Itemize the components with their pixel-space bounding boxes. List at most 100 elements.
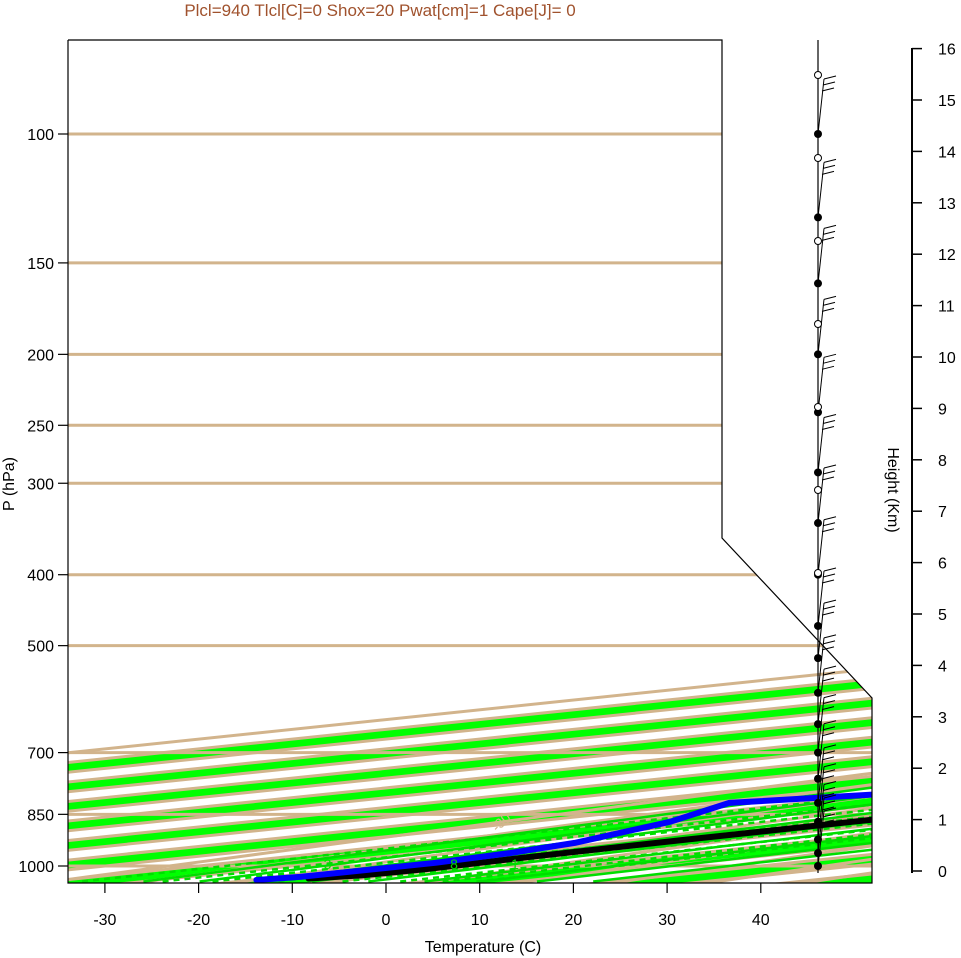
wind-barb-flag bbox=[821, 170, 835, 175]
height-tick-label: 10 bbox=[938, 350, 956, 367]
height-tick-label: 2 bbox=[938, 761, 947, 778]
height-tick-label: 15 bbox=[938, 93, 956, 110]
dry-adiabat-line bbox=[369, 99, 872, 883]
wind-barb bbox=[817, 665, 837, 725]
wind-barb-staff bbox=[817, 723, 825, 779]
wind-barb bbox=[817, 763, 837, 822]
isotherm-line bbox=[68, 99, 872, 883]
moist-adiabat-line bbox=[255, 353, 872, 883]
wind-barb-flag bbox=[821, 706, 835, 711]
y-tick-label: 850 bbox=[27, 807, 54, 824]
height-tick-label: 0 bbox=[938, 864, 947, 881]
isotherm-line bbox=[68, 99, 872, 883]
wind-barb-flag bbox=[821, 365, 835, 370]
wind-barb bbox=[817, 158, 837, 218]
y-tick-label: 700 bbox=[27, 746, 54, 763]
wind-barb-flag bbox=[822, 470, 836, 475]
wind-barb bbox=[817, 75, 837, 135]
y-tick-label: 150 bbox=[27, 256, 54, 273]
wind-barb-flag bbox=[821, 87, 835, 92]
dry-adiabat-line bbox=[68, 99, 872, 883]
dewpoint-profile-line bbox=[253, 131, 872, 883]
x-tick-label: 10 bbox=[471, 912, 489, 929]
wind-barb-flag bbox=[823, 720, 837, 725]
wind-barb bbox=[817, 720, 837, 779]
height-tick-label: 11 bbox=[938, 299, 955, 316]
wind-level-open-dot bbox=[814, 237, 822, 245]
dry-adiabat-line bbox=[81, 99, 872, 883]
wind-barb-flag bbox=[822, 750, 836, 755]
wind-barb-flag bbox=[822, 640, 836, 645]
wind-barb-flag bbox=[822, 359, 836, 364]
wind-barb-flag bbox=[823, 413, 837, 418]
height-tick-label: 8 bbox=[938, 453, 947, 470]
wind-barb-flag bbox=[821, 307, 835, 312]
height-tick-label: 5 bbox=[938, 607, 947, 624]
height-tick-label: 1 bbox=[938, 813, 947, 830]
wind-barb bbox=[817, 413, 837, 473]
wind-barb-flag bbox=[823, 567, 837, 572]
wind-barb bbox=[817, 781, 837, 840]
dry-adiabat-line bbox=[273, 99, 872, 883]
wind-barb-staff bbox=[817, 519, 825, 575]
wind-barb-flag bbox=[821, 677, 835, 682]
y-tick-label: 400 bbox=[27, 568, 54, 585]
y-tick-label: 300 bbox=[27, 476, 54, 493]
wind-barb bbox=[817, 516, 837, 575]
wind-barb bbox=[817, 744, 837, 803]
wind-barb-flag bbox=[822, 769, 836, 774]
wind-barb-flag bbox=[822, 419, 836, 424]
x-tick-label: 0 bbox=[382, 912, 391, 929]
wind-barb bbox=[817, 807, 837, 867]
wind-level-open-dot bbox=[814, 569, 822, 577]
height-tick-label: 3 bbox=[938, 710, 947, 727]
wind-barb-staff bbox=[817, 797, 825, 854]
wind-barb bbox=[817, 794, 837, 854]
wind-barb bbox=[817, 694, 837, 753]
wind-barb-flag bbox=[821, 611, 835, 616]
wind-barb-flag bbox=[823, 464, 837, 469]
wind-barb-flag bbox=[822, 726, 836, 731]
wind-barb bbox=[817, 567, 837, 627]
mixing-ratio-label: 1 bbox=[511, 856, 519, 872]
isotherm-line bbox=[68, 99, 872, 883]
x-tick-label: -20 bbox=[187, 912, 210, 929]
wind-barb-staff bbox=[817, 697, 825, 753]
x-tick-label: 30 bbox=[658, 912, 676, 929]
wind-barb-staff bbox=[817, 467, 825, 524]
wind-barb-flag bbox=[823, 75, 837, 80]
wind-barb-flag bbox=[823, 794, 837, 799]
wind-level-open-dot bbox=[814, 320, 822, 328]
wind-barb-flag bbox=[823, 665, 837, 670]
wind-level-open-dot bbox=[814, 71, 822, 79]
wind-barb-flag bbox=[823, 807, 837, 812]
wind-barb-staff bbox=[817, 766, 825, 822]
wind-barb-flag bbox=[821, 793, 835, 797]
wind-barb-staff bbox=[817, 603, 825, 659]
y-axis: 100 150 200 250 300 400 500 700 850 1000 bbox=[18, 127, 68, 876]
wind-barb-flag bbox=[822, 800, 836, 805]
wind-barb-flag bbox=[823, 781, 837, 785]
height-tick-label: 13 bbox=[938, 196, 956, 213]
height-tick-label: 6 bbox=[938, 556, 947, 573]
wind-barb-flag bbox=[823, 158, 837, 163]
wind-level-open-dot bbox=[814, 486, 822, 494]
wind-barb-staff bbox=[817, 637, 825, 693]
wind-profile bbox=[814, 40, 837, 873]
y-tick-label: 250 bbox=[27, 418, 54, 435]
wind-barb bbox=[817, 295, 837, 355]
wind-barb-staff bbox=[817, 747, 825, 803]
height-tick-label: 4 bbox=[938, 658, 947, 675]
y-axis-label: P (hPa) bbox=[1, 457, 18, 511]
wind-barb-flag bbox=[823, 599, 837, 604]
isotherm-line bbox=[68, 99, 872, 883]
wind-barb-flag bbox=[821, 425, 835, 430]
wind-barb-flag bbox=[822, 671, 836, 676]
wind-barb-flag bbox=[822, 230, 836, 235]
wind-barb-flag bbox=[821, 646, 835, 651]
wind-barb-staff bbox=[817, 228, 825, 284]
moist-adiabat-line bbox=[199, 353, 872, 883]
isotherm-line bbox=[432, 99, 872, 883]
wind-barb-flag bbox=[822, 700, 836, 705]
